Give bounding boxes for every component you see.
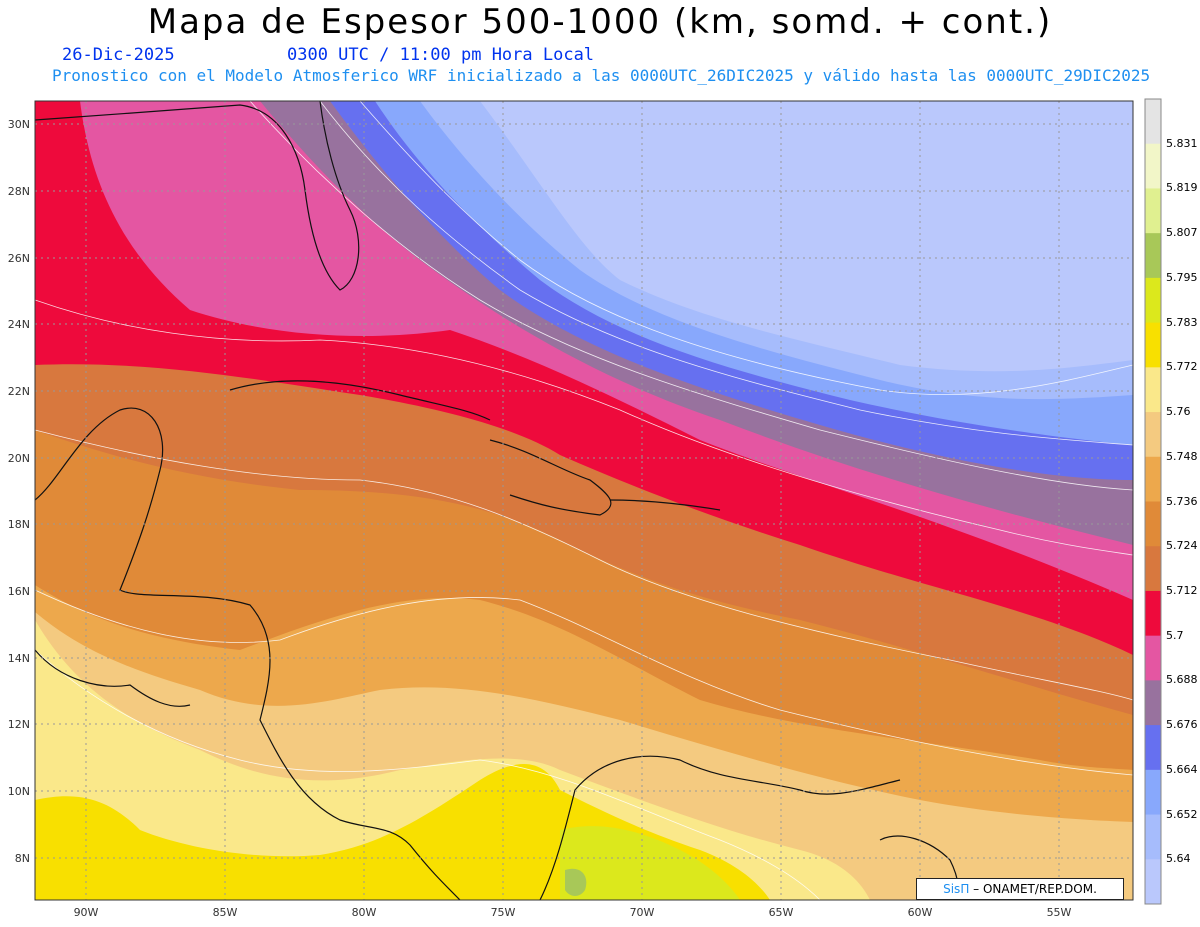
lat-label: 14N [8, 652, 30, 665]
colorbar-swatch [1145, 546, 1161, 592]
lat-label: 20N [8, 452, 30, 465]
lon-label: 55W [1047, 906, 1072, 919]
sispi-logo: SisΠ [943, 882, 970, 896]
lat-label: 8N [15, 852, 30, 865]
colorbar-label: 5.807 [1166, 226, 1198, 240]
lat-label: 10N [8, 785, 30, 798]
colorbar-swatch [1145, 769, 1161, 816]
lat-label: 30N [8, 118, 30, 131]
colorbar-label: 5.748 [1166, 449, 1198, 463]
colorbar-label: 5.772 [1166, 360, 1198, 374]
colorbar-swatch [1145, 456, 1161, 502]
colorbar-swatch [1145, 188, 1161, 234]
colorbar-swatch [1145, 501, 1161, 547]
colorbar-swatch [1145, 412, 1161, 458]
lat-axis: 30N 28N 26N 24N 22N 20N 18N 16N 14N 12N … [8, 118, 30, 865]
colorbar-swatch [1145, 277, 1161, 324]
colorbar-label: 5.664 [1166, 762, 1198, 776]
map-title: Mapa de Espesor 500-1000 (km, somd. + co… [147, 2, 1053, 42]
lon-label: 60W [908, 906, 933, 919]
colorbar-swatch [1145, 590, 1161, 637]
forecast-date: 26-Dic-2025 [62, 45, 175, 65]
colorbar-swatch [1145, 322, 1161, 368]
lat-label: 18N [8, 518, 30, 531]
lat-label: 12N [8, 718, 30, 731]
lat-label: 28N [8, 185, 30, 198]
lat-label: 22N [8, 385, 30, 398]
lon-label: 85W [213, 906, 238, 919]
lon-label: 75W [491, 906, 516, 919]
colorbar-frame [1144, 98, 1162, 905]
colorbar-label: 5.819 [1166, 181, 1198, 195]
colorbar-label: 5.64 [1166, 852, 1191, 866]
coastlines [35, 101, 959, 900]
colorbar-swatch [1145, 99, 1161, 145]
lon-label: 80W [352, 906, 377, 919]
colorbar-swatch [1145, 725, 1161, 771]
lon-label: 90W [74, 906, 99, 919]
colorbar-label: 5.724 [1166, 539, 1198, 553]
credit-text: – ONAMET/REP.DOM. [973, 882, 1097, 896]
map-frame [34, 100, 1134, 901]
colorbar-swatch [1145, 233, 1161, 279]
thickness-fill [35, 101, 1133, 900]
colorbar-label: 5.795 [1166, 270, 1198, 284]
lat-label: 16N [8, 585, 30, 598]
colorbar-label: 5.688 [1166, 673, 1198, 687]
lon-label: 65W [769, 906, 794, 919]
colorbar-label: 5.652 [1166, 807, 1198, 821]
colorbar-swatch [1145, 859, 1161, 905]
colorbar-label: 5.736 [1166, 494, 1198, 508]
colorbar-swatch [1145, 814, 1161, 860]
colorbar [1144, 98, 1162, 905]
colorbar-swatch [1145, 143, 1161, 189]
lat-label: 24N [8, 318, 30, 331]
credit-box: SisΠ – ONAMET/REP.DOM. [916, 878, 1124, 900]
lon-label: 70W [630, 906, 655, 919]
graticule [35, 101, 1133, 900]
colorbar-label: 5.676 [1166, 718, 1198, 732]
colorbar-swatch [1145, 680, 1161, 726]
lat-label: 26N [8, 252, 30, 265]
colorbar-label: 5.783 [1166, 315, 1198, 329]
colorbar-label: 5.831 [1166, 136, 1198, 150]
colorbar-label: 5.712 [1166, 583, 1198, 597]
lon-axis: 90W 85W 80W 75W 70W 65W 60W 55W [74, 906, 1072, 919]
colorbar-label: 5.76 [1166, 405, 1191, 419]
colorbar-swatch [1145, 367, 1161, 413]
colorbar-label: 5.7 [1166, 628, 1184, 642]
forecast-description: Pronostico con el Modelo Atmosferico WRF… [52, 66, 1151, 85]
colorbar-swatch [1145, 635, 1161, 681]
forecast-time: 0300 UTC / 11:00 pm Hora Local [287, 45, 595, 65]
